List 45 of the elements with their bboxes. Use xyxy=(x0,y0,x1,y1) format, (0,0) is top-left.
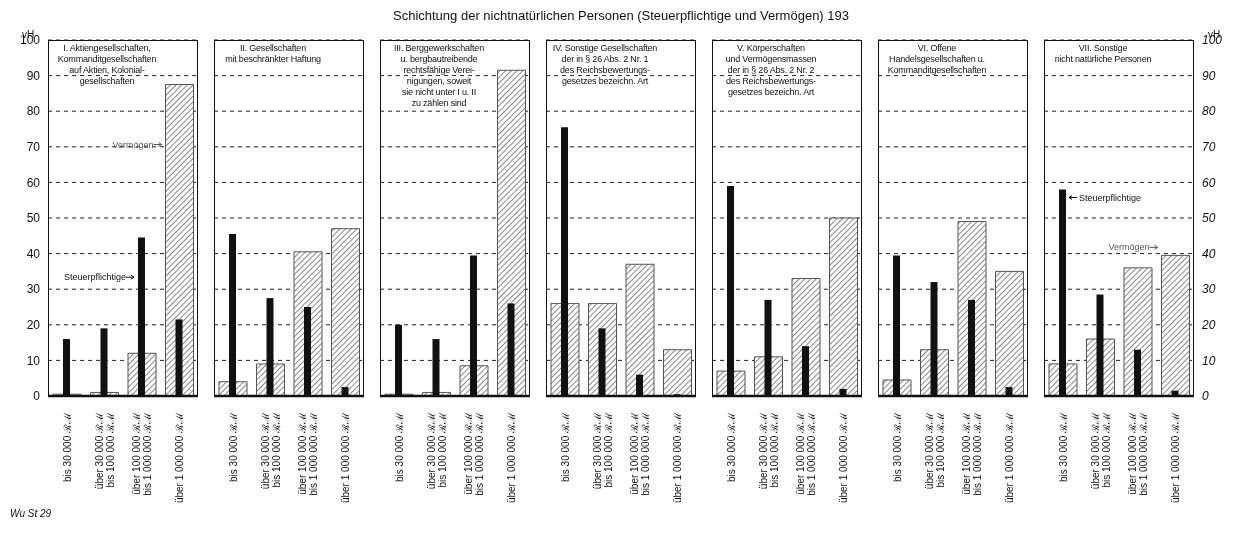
x-tick-label: bis 30 000 ℛℳ xyxy=(559,412,571,482)
y-tick-label: 10 xyxy=(1202,353,1216,368)
y-tick-label: 60 xyxy=(26,175,41,190)
x-tick-label: bis 30 000 ℛℳ xyxy=(1057,412,1069,482)
y-tick-label: 90 xyxy=(1202,68,1216,83)
text: I. Aktiengesellschaften, Kommanditgesellschaften auf Aktien, Kolonial- gesellschaften xyxy=(57,43,157,86)
y-tick-label: 70 xyxy=(26,140,41,155)
y-tick-label: 50 xyxy=(1202,211,1216,226)
y-tick-label: 30 xyxy=(1202,282,1216,297)
y-tick-label: 0 xyxy=(1202,389,1209,404)
x-tick-label: bis 30 000 ℛℳ xyxy=(227,412,239,482)
x-tick-label: über 1 000 000 ℛℳ xyxy=(340,412,352,504)
text: V. Körperschaften und Vermögensmassen der in § 26 Abs. 2 Nr. 2 des Reichsbewertungs- gesetzes bezeichn. Art xyxy=(725,43,817,97)
x-tick-label: bis 30 000 ℛℳ xyxy=(393,412,405,482)
text: VII. Sonstige nicht natürliche Personen xyxy=(1054,43,1152,64)
y-tick-label: 70 xyxy=(1202,140,1216,155)
x-tick-label: über 1 000 000 ℛℳ xyxy=(174,412,186,504)
y-tick-label: 50 xyxy=(26,211,41,226)
series-label: Vermögen xyxy=(1108,242,1150,253)
series-label: Vermögen xyxy=(112,139,154,150)
text: VI. Offene Handelsgesellschaften u. Kommanditgesellschaften xyxy=(887,43,987,75)
x-tick-label: bis 30 000 ℛℳ xyxy=(725,412,737,482)
y-tick-label: 30 xyxy=(26,282,41,297)
x-tick-label: bis 30 000 ℛℳ xyxy=(61,412,73,482)
x-tick-label: über 1 000 000 ℛℳ xyxy=(1170,412,1182,504)
text: III. Berggewerkschaften u. bergbautreibende rechtsfähige Verei- nigungen, soweit sie nicht unter I u. II zu zählen sind xyxy=(394,43,484,108)
y-tick-label: 10 xyxy=(26,353,41,368)
y-tick-label: 40 xyxy=(26,246,41,261)
y-tick-label: 40 xyxy=(1202,246,1216,261)
y-tick-label: 80 xyxy=(26,104,41,119)
y-tick-label: 0 xyxy=(33,389,41,404)
x-tick-label: über 1 000 000 ℛℳ xyxy=(506,412,518,504)
text: Schichtung der nichtnatürlichen Personen (Steuerpflichtige und Vermögen) 193 xyxy=(392,8,850,25)
x-tick-label: bis 30 000 ℛℳ xyxy=(891,412,903,482)
y-tick-label: 80 xyxy=(1202,104,1216,119)
x-tick-label: über 1 000 000 ℛℳ xyxy=(672,412,684,504)
x-tick-label: über 1 000 000 ℛℳ xyxy=(838,412,850,504)
x-tick-label: über 1 000 000 ℛℳ xyxy=(1004,412,1016,504)
text: IV. Sonstige Gesellschaften der in § 26 Abs. 2 Nr. 1 des Reichsbewertungs- gesetzes bezeichn. Art xyxy=(552,43,658,86)
y-tick-label: 60 xyxy=(1202,175,1216,190)
text: II. Gesellschaften mit beschränkter Haftung xyxy=(225,43,321,64)
y-tick-label: 90 xyxy=(26,68,41,83)
y-tick-label: 20 xyxy=(1201,318,1216,333)
y-tick-label: 20 xyxy=(26,318,41,333)
text: Wu St 29 xyxy=(10,508,52,519)
